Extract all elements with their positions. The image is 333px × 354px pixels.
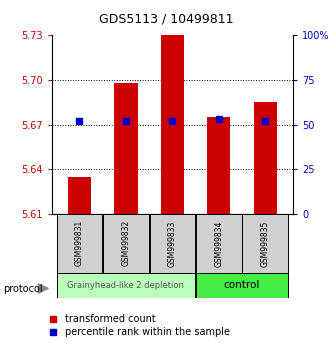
Bar [196, 214, 241, 273]
Text: transformed count: transformed count [65, 314, 156, 324]
Text: GSM999834: GSM999834 [214, 220, 223, 267]
Bar [57, 273, 195, 298]
Text: GSM999835: GSM999835 [261, 220, 270, 267]
Bar [253, 102, 277, 214]
Text: GDS5113 / 10499811: GDS5113 / 10499811 [99, 12, 234, 25]
Bar [196, 273, 288, 298]
Bar [242, 214, 288, 273]
Text: GSM999832: GSM999832 [122, 220, 131, 267]
Text: GSM999833: GSM999833 [168, 220, 177, 267]
Bar [57, 214, 102, 273]
Polygon shape [38, 284, 48, 293]
Bar [161, 35, 184, 214]
Text: Grainyhead-like 2 depletion: Grainyhead-like 2 depletion [68, 281, 184, 290]
Text: percentile rank within the sample: percentile rank within the sample [65, 327, 230, 337]
Bar [150, 214, 195, 273]
Text: GSM999831: GSM999831 [75, 220, 84, 267]
Bar [103, 214, 149, 273]
Bar [68, 177, 91, 214]
Bar [207, 117, 230, 214]
Bar [114, 83, 138, 214]
Text: control: control [224, 280, 260, 290]
Text: protocol: protocol [3, 284, 43, 293]
